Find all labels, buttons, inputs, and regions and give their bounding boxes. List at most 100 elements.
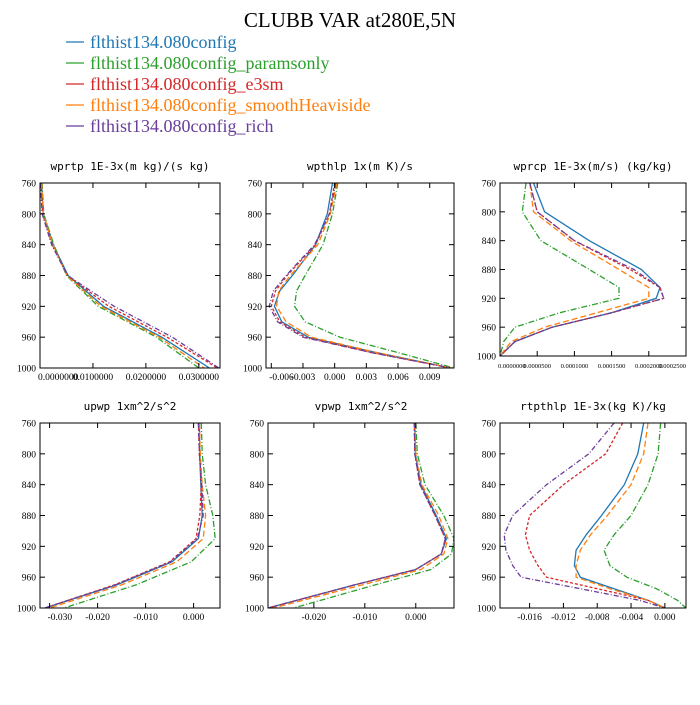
x-tick-label: 0.0002000 [635,363,663,370]
series-line [603,423,686,608]
y-tick-label: 840 [482,481,497,491]
legend-entry: flthist134.080config_smoothHeaviside [66,95,370,115]
y-tick-label: 920 [22,543,37,553]
legend-label: flthist134.080config_smoothHeaviside [90,95,370,115]
series-line [500,183,665,356]
plot-area [500,183,665,356]
x-tick-label: -0.012 [551,613,576,623]
y-tick-label: 800 [22,210,37,220]
y-tick-label: 960 [22,574,37,584]
y-tick-label: 880 [22,272,37,282]
y-tick-label: 920 [250,543,265,553]
series-line [500,183,665,356]
x-tick-label: 0.000 [183,613,205,623]
y-tick-label: 960 [482,574,497,584]
chart-panel: upwp 1xm^2/s^2 760 800 840 880 920 960 1000 -0.0… [17,400,221,623]
series-line [293,183,454,368]
x-tick-label: 0.0100000 [73,373,114,383]
x-tick-label: 0.009 [419,373,441,383]
plot-area [503,423,686,608]
series-line [268,423,448,608]
chart-panel: wprtp 1E-3x(m kg)/(s kg) 760 800 840 880 920 9… [17,160,221,383]
y-tick-label: 1000 [477,353,496,363]
x-tick-label: -0.020 [302,613,327,623]
series-line [268,423,446,608]
y-tick-label: 1000 [243,365,262,375]
series-line [500,183,650,356]
series-line [273,183,451,368]
x-tick-label: 0.0000000 [498,363,526,370]
y-tick-label: 920 [248,303,263,313]
x-tick-label: 0.0300000 [179,373,220,383]
x-tick-label: -0.010 [133,613,158,623]
figure-title: CLUBB VAR at280E,5N [244,8,456,32]
y-tick-label: 960 [22,334,37,344]
y-tick-label: 840 [250,481,265,491]
x-tick-label: 0.0001500 [598,363,626,370]
series-line [293,423,454,608]
series-line [44,423,202,608]
chart-title: rtpthlp 1E-3x(kg K)/kg [520,400,666,413]
y-tick-label: 1000 [245,605,264,615]
series-line [270,183,451,368]
x-tick-label: -0.016 [517,613,542,623]
series-line [41,183,200,368]
x-tick-label: -0.006 [269,373,294,383]
y-tick-label: 800 [482,450,497,460]
series-line [40,183,220,368]
x-tick-label: -0.003 [291,373,316,383]
chart-title: wprcp 1E-3x(m/s) (kg/kg) [514,160,673,173]
chart-title: upwp 1xm^2/s^2 [84,400,177,413]
y-tick-label: 920 [22,303,37,313]
y-tick-label: 880 [482,512,497,522]
chart-title: wprtp 1E-3x(m kg)/(s kg) [51,160,210,173]
legend-label: flthist134.080config [90,32,237,52]
series-line [268,183,451,368]
legend-label: flthist134.080config_paramsonly [90,53,329,73]
x-tick-label: -0.004 [619,613,644,623]
x-tick-label: 0.003 [356,373,378,383]
x-tick-label: 0.0200000 [126,373,167,383]
series-line [272,423,449,608]
y-tick-label: 760 [22,420,37,430]
y-tick-label: 920 [482,543,497,553]
x-tick-label: 0.0000500 [523,363,551,370]
y-tick-label: 960 [248,334,263,344]
y-tick-label: 1000 [17,605,36,615]
x-tick-label: 0.0000000 [38,373,79,383]
series-line [49,423,207,608]
plot-frame [499,182,687,357]
series-line [63,423,216,608]
y-tick-label: 960 [482,324,497,334]
y-tick-label: 920 [482,295,497,305]
x-tick-label: -0.030 [48,613,73,623]
series-line [500,183,620,356]
x-tick-label: -0.008 [585,613,610,623]
y-tick-label: 840 [22,481,37,491]
y-tick-label: 760 [482,420,497,430]
y-tick-label: 760 [250,420,265,430]
y-tick-label: 800 [250,450,265,460]
plot-frame [267,422,455,609]
y-tick-label: 880 [482,266,497,276]
series-line [524,423,666,608]
series-line [44,423,204,608]
y-tick-label: 760 [482,180,497,190]
legend-entry: flthist134.080config [66,32,237,52]
series-line [268,423,446,608]
y-tick-label: 840 [482,237,497,247]
chart-panel: wpthlp 1x(m K)/s 760 800 840 880 920 960 1000 -0… [243,160,455,383]
x-tick-label: 0.006 [387,373,409,383]
y-tick-label: 1000 [477,605,496,615]
plot-frame [39,422,221,609]
plot-area [40,183,220,368]
series-line [500,183,661,356]
y-tick-label: 960 [250,574,265,584]
y-tick-label: 760 [22,180,37,190]
y-tick-label: 880 [250,512,265,522]
y-tick-label: 760 [248,180,263,190]
chart-panel: wprcp 1E-3x(m/s) (kg/kg) 760 800 840 880 920 9… [477,160,687,370]
x-tick-label: -0.020 [85,613,110,623]
